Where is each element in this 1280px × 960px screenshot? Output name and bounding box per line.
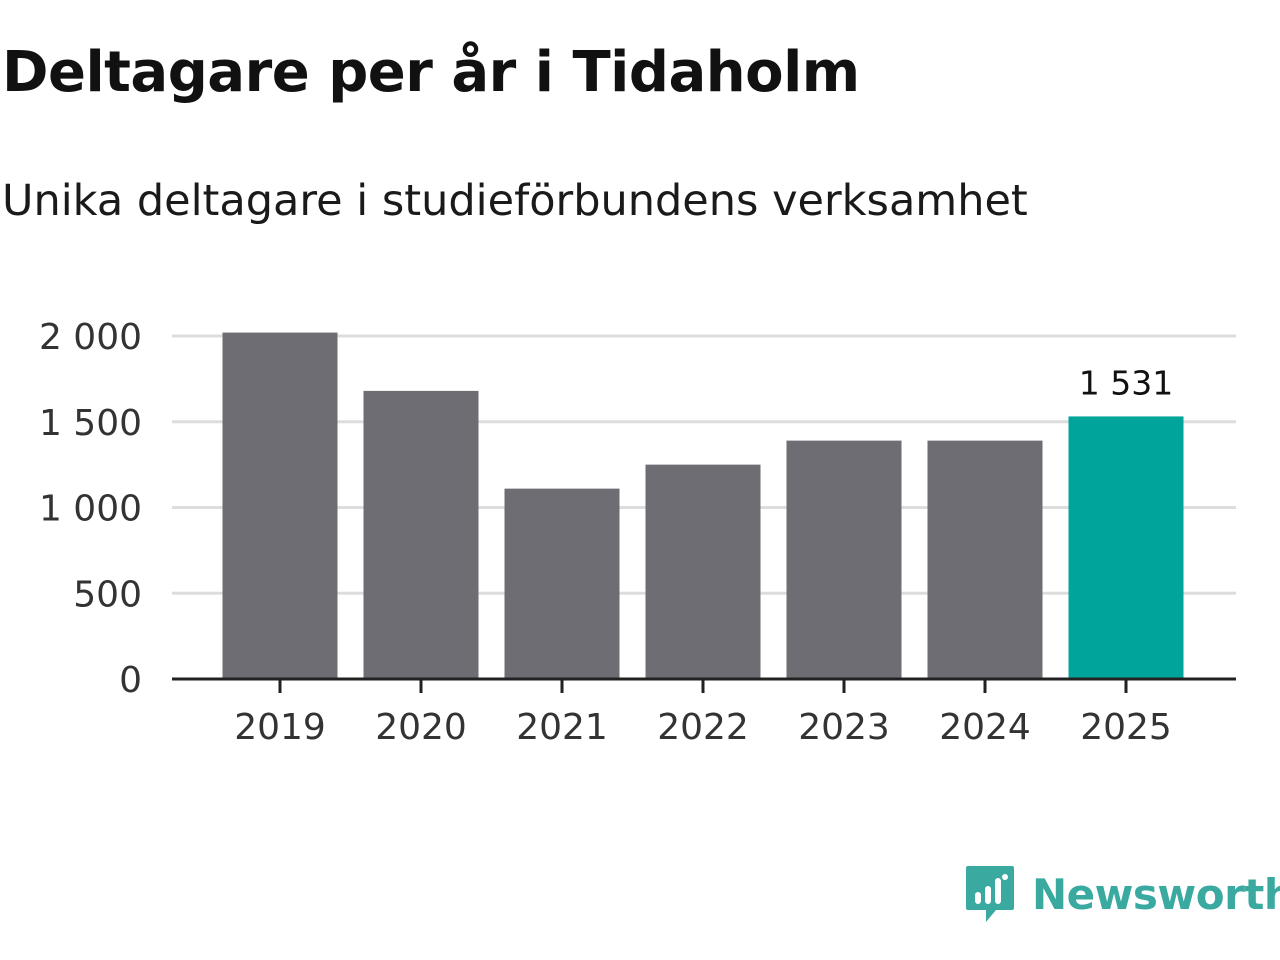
bar-chart: 0 500 1 000 1 500 2 000 2019 2020 2021 2022 2023 2… xyxy=(39,317,1236,748)
y-tick-label: 1 000 xyxy=(39,489,142,530)
x-tick-label: 2025 xyxy=(1080,707,1172,748)
bar-2021 xyxy=(504,488,620,679)
bar-2024 xyxy=(927,440,1043,679)
y-tick-label: 1 500 xyxy=(39,403,142,444)
y-tick-label: 500 xyxy=(73,574,142,615)
bar-2025 xyxy=(1068,416,1184,679)
bar-2019 xyxy=(222,332,338,679)
y-tick-label: 2 000 xyxy=(39,317,142,358)
x-tick-label: 2024 xyxy=(939,707,1031,748)
data-label: 1 531 xyxy=(1079,363,1173,402)
chart-title: Deltagare per år i Tidaholm xyxy=(2,40,860,105)
bar-2022 xyxy=(645,464,761,679)
chart-subtitle: Unika deltagare i studieförbundens verks… xyxy=(2,176,1028,226)
x-tick-label: 2021 xyxy=(516,707,608,748)
brand-name: Newsworthy xyxy=(1032,869,1280,919)
bar-chart-bubble-icon xyxy=(966,866,1014,922)
y-tick-label: 0 xyxy=(119,660,142,701)
bar-2020 xyxy=(363,390,479,679)
bar-2023 xyxy=(786,440,902,679)
x-tick-label: 2019 xyxy=(234,707,326,748)
brand-logo: Newsworthy xyxy=(964,864,1280,924)
x-tick-label: 2022 xyxy=(657,707,749,748)
x-tick-label: 2020 xyxy=(375,707,467,748)
x-tick-label: 2023 xyxy=(798,707,890,748)
